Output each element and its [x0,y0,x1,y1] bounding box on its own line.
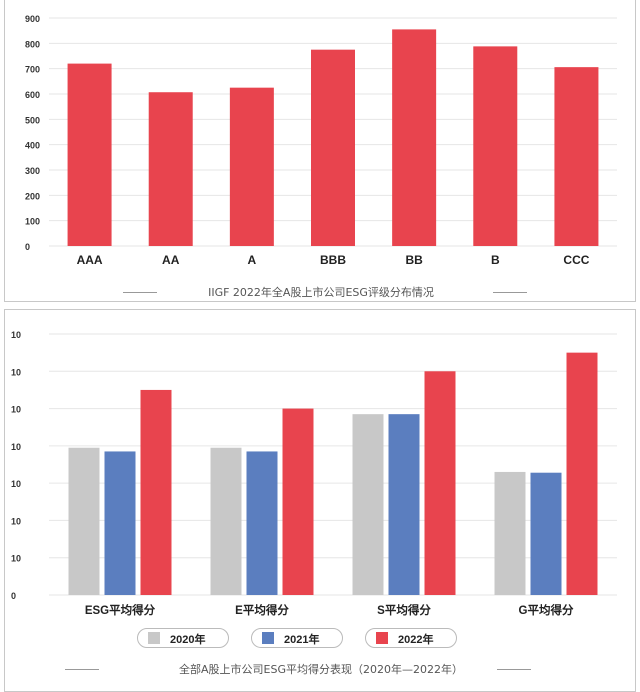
y-tick-label: 200 [25,191,40,201]
esg-score-chart: 0 10 10 10 10 10 10 10 ESG平均得分 E平均得分 S平均得分 G平均得分 [11,330,617,617]
bar-ESG平均得分-2020年 [68,447,100,595]
y-tick-label: 10 [11,405,21,415]
bar-ccc [554,67,599,246]
y-tick-label: 800 [25,39,40,49]
y-tick-label: 10 [11,554,21,564]
legend-label-2020: 2020年 [170,634,206,646]
y-tick-label: 500 [25,115,40,125]
x-tick-label: CCC [563,253,589,267]
bar-G平均得分-2022年 [566,352,598,595]
y-tick-label: 0 [11,591,16,601]
bar-G平均得分-2021年 [530,472,562,595]
caption-line-left [123,292,157,293]
y-tick-label: 600 [25,90,40,100]
y-tick-label: 700 [25,65,40,75]
caption-line-right [497,669,531,670]
y-tick-label: 10 [11,516,21,526]
x-tick-label: AAA [77,253,103,267]
bar-a [229,87,274,247]
x-tick-label: S平均得分 [377,603,431,617]
x-tick-label: ESG平均得分 [85,603,156,617]
bar-aa [148,92,193,246]
legend-item-2022[interactable]: 2022年 [365,628,457,648]
y-tick-label: 10 [11,367,21,377]
y-tick-label: 300 [25,166,40,176]
legend-label-2021: 2021年 [284,634,320,646]
esg-score-chart-panel: 0 10 10 10 10 10 10 10 ESG平均得分 E平均得分 S平均得分 G平均得分 20… [4,309,636,692]
y-tick-label: 100 [25,217,40,227]
bar-S平均得分-2022年 [424,371,456,595]
bar-ESG平均得分-2022年 [140,389,172,595]
bar-ESG平均得分-2021年 [104,451,136,595]
caption-line-right [493,292,527,293]
caption-line-left [65,669,99,670]
x-tick-label: BBB [320,253,346,267]
y-tick-label: 900 [25,14,40,24]
bar-bbb [311,49,355,246]
legend-item-2020[interactable]: 2020年 [137,628,229,648]
y-tick-label: 10 [11,330,21,340]
chart2-caption: 全部A股上市公司ESG平均得分表现（2020年—2022年） [179,663,463,676]
bar-E平均得分-2020年 [210,447,242,595]
y-tick-label: 10 [11,479,21,489]
y-tick-label: 10 [11,442,21,452]
chart1-caption: IIGF 2022年全A股上市公司ESG评级分布情况 [208,286,434,299]
rating-distribution-chart-panel: 0 100 200 300 400 500 600 700 800 900 AAA AA A BBB BB B… [4,0,636,302]
legend-label-2022: 2022年 [398,634,434,646]
x-tick-label: BB [405,253,423,267]
legend-item-2021[interactable]: 2021年 [251,628,343,648]
bar-aaa [67,63,112,246]
y-tick-label: 0 [25,242,30,252]
legend-swatch-2022 [376,632,388,644]
legend-swatch-2020 [148,632,160,644]
x-tick-label: AA [162,253,180,267]
bar-S平均得分-2021年 [388,414,420,595]
x-tick-label: A [248,253,257,267]
bar-E平均得分-2022年 [282,408,314,595]
x-tick-label: B [491,253,500,267]
bar-bb [392,29,437,247]
bar-b [473,46,518,246]
y-tick-label: 400 [25,141,40,151]
bar-E平均得分-2021年 [246,451,278,595]
x-tick-label: E平均得分 [235,603,289,617]
legend-swatch-2021 [262,632,274,644]
x-tick-label: G平均得分 [519,603,574,617]
bar-S平均得分-2020年 [352,414,384,595]
panel-separator [0,302,640,309]
bar-G平均得分-2020年 [494,471,526,595]
